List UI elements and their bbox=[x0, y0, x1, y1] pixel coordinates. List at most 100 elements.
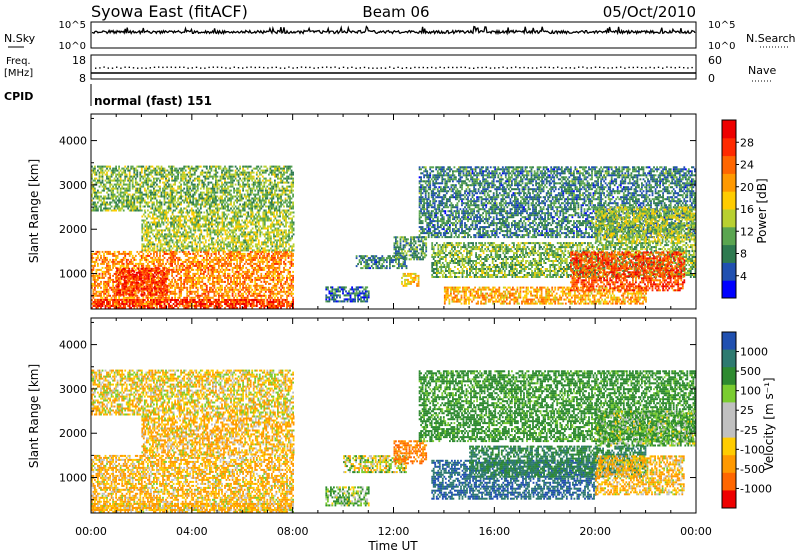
heatmap-cell bbox=[133, 290, 136, 293]
heatmap-cell bbox=[283, 231, 286, 234]
heatmap-cell bbox=[239, 223, 242, 226]
heatmap-cell bbox=[219, 304, 222, 307]
heatmap-cell bbox=[122, 278, 125, 281]
heatmap-cell bbox=[158, 219, 160, 222]
heatmap-cell bbox=[182, 215, 185, 218]
heatmap-cell bbox=[174, 292, 176, 295]
heatmap-cell bbox=[162, 235, 165, 238]
heatmap-cell bbox=[271, 258, 273, 261]
heatmap-cell bbox=[116, 187, 119, 190]
heatmap-cell bbox=[248, 284, 251, 287]
heatmap-cell bbox=[141, 287, 144, 290]
heatmap-cell bbox=[228, 303, 231, 305]
heatmap-cell bbox=[119, 191, 122, 194]
heatmap-cell bbox=[110, 189, 113, 192]
heatmap-cell bbox=[156, 307, 158, 309]
heatmap-cell bbox=[106, 167, 108, 170]
heatmap-cell bbox=[227, 235, 230, 238]
heatmap-cell bbox=[209, 227, 212, 230]
heatmap-cell bbox=[107, 179, 110, 182]
heatmap-cell bbox=[273, 225, 275, 228]
heatmap-cell bbox=[118, 171, 120, 174]
heatmap-cell bbox=[174, 286, 176, 289]
heatmap-cell bbox=[133, 207, 136, 210]
heatmap-cell bbox=[144, 273, 147, 276]
heatmap-cell bbox=[134, 187, 137, 190]
heatmap-cell bbox=[244, 249, 247, 252]
heatmap-cell bbox=[142, 256, 145, 259]
heatmap-cell bbox=[174, 221, 177, 224]
heatmap-cell bbox=[216, 292, 219, 295]
heatmap-cell bbox=[107, 181, 110, 184]
heatmap-cell bbox=[131, 209, 134, 212]
heatmap-cell bbox=[170, 245, 172, 248]
heatmap-cell bbox=[149, 283, 152, 286]
heatmap-cell bbox=[271, 223, 274, 226]
heatmap-cell bbox=[283, 288, 285, 291]
heatmap-cell bbox=[281, 252, 284, 255]
heatmap-cell bbox=[257, 266, 260, 269]
heatmap-cell bbox=[95, 250, 98, 253]
heatmap-cell bbox=[221, 227, 224, 230]
heatmap-cell bbox=[163, 273, 165, 276]
heatmap-cell bbox=[221, 264, 223, 267]
heatmap-cell bbox=[237, 264, 240, 267]
heatmap-cell bbox=[152, 233, 154, 236]
heatmap-cell bbox=[110, 175, 113, 178]
heatmap-cell bbox=[97, 305, 99, 307]
freq-dot bbox=[653, 67, 655, 69]
heatmap-cell bbox=[136, 296, 139, 299]
heatmap-cell bbox=[137, 183, 140, 186]
heatmap-cell bbox=[270, 211, 272, 214]
heatmap-cell bbox=[270, 231, 272, 234]
heatmap-cell bbox=[110, 298, 113, 301]
heatmap-cell bbox=[115, 203, 117, 206]
heatmap-cell bbox=[127, 258, 130, 261]
freq-dot bbox=[670, 66, 672, 69]
heatmap-cell bbox=[281, 274, 284, 277]
heatmap-cell bbox=[184, 280, 187, 283]
heatmap-cell bbox=[248, 237, 251, 240]
heatmap-cell bbox=[163, 289, 165, 292]
heatmap-cell bbox=[172, 266, 175, 269]
heatmap-cell bbox=[182, 233, 185, 236]
heatmap-cell bbox=[274, 276, 276, 279]
heatmap-cell bbox=[131, 201, 134, 204]
heatmap-cell bbox=[258, 266, 261, 269]
heatmap-cell bbox=[172, 307, 175, 309]
heatmap-cell bbox=[98, 181, 101, 184]
heatmap-cell bbox=[200, 241, 203, 244]
heatmap-cell bbox=[95, 195, 98, 198]
heatmap-cell bbox=[119, 307, 122, 309]
heatmap-cell bbox=[251, 280, 254, 283]
heatmap-cell bbox=[286, 274, 288, 277]
heatmap-cell bbox=[280, 245, 283, 248]
heatmap-cell bbox=[160, 271, 162, 274]
heatmap-cell bbox=[100, 169, 102, 172]
heatmap-cell bbox=[130, 270, 133, 273]
heatmap-cell bbox=[246, 301, 249, 303]
heatmap-cell bbox=[221, 256, 223, 259]
heatmap-cell bbox=[95, 274, 98, 277]
heatmap-cell bbox=[265, 245, 268, 248]
heatmap-cell bbox=[161, 217, 163, 220]
heatmap-cell bbox=[91, 193, 93, 196]
heatmap-cell bbox=[232, 225, 234, 228]
heatmap-cell bbox=[243, 296, 246, 299]
heatmap-cell bbox=[290, 303, 293, 305]
heatmap-cell bbox=[151, 296, 154, 299]
heatmap-cell bbox=[192, 223, 195, 226]
heatmap-cell bbox=[292, 227, 295, 230]
heatmap-cell bbox=[270, 223, 272, 226]
heatmap-cell bbox=[112, 189, 114, 192]
heatmap-cell bbox=[106, 305, 108, 307]
heatmap-cell bbox=[147, 307, 149, 309]
heatmap-cell bbox=[134, 283, 137, 286]
heatmap-cell bbox=[219, 303, 222, 305]
freq-dot bbox=[204, 67, 206, 69]
heatmap-cell bbox=[148, 260, 151, 263]
heatmap-cell bbox=[268, 274, 270, 277]
heatmap-cell bbox=[254, 223, 257, 226]
heatmap-cell bbox=[233, 299, 235, 301]
heatmap-cell bbox=[154, 278, 157, 281]
